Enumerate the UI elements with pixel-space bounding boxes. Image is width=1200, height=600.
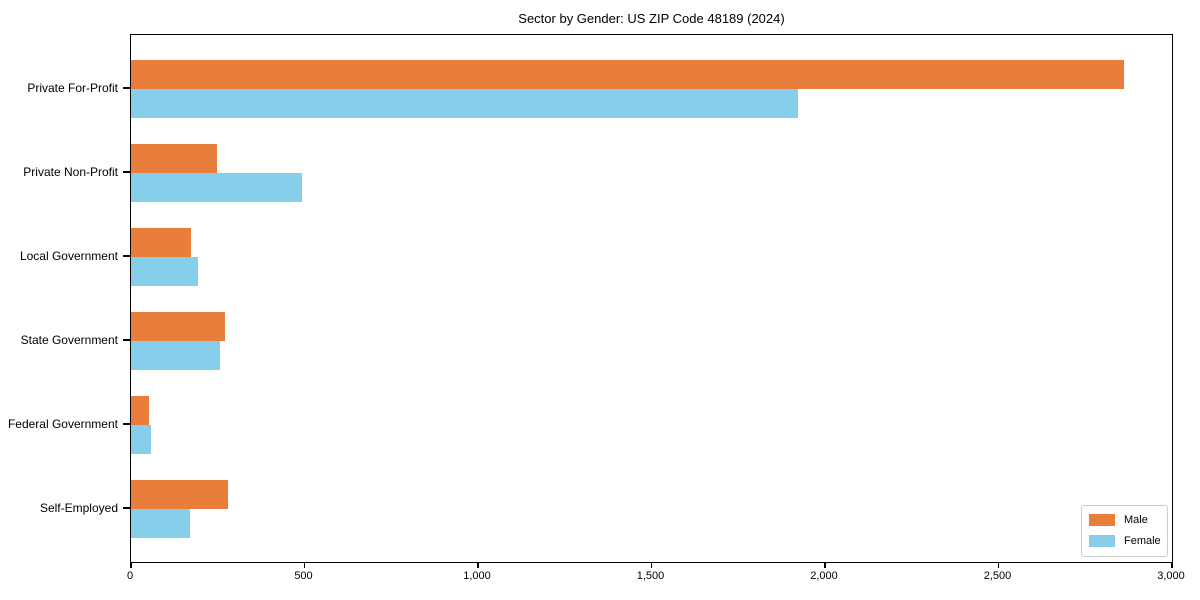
x-tick-mark — [997, 563, 999, 568]
y-tick-mark — [123, 507, 130, 509]
x-tick-label-3000: 3,000 — [1157, 570, 1185, 582]
x-tick-mark — [1171, 563, 1173, 568]
bar-female-state-government — [131, 341, 220, 370]
bar-male-federal-government — [131, 396, 149, 425]
legend: Male Female — [1081, 505, 1168, 557]
legend-entry-male: Male — [1089, 512, 1159, 528]
x-tick-label-1000: 1,000 — [463, 570, 491, 582]
y-axis-label-state-government: State Government — [20, 333, 118, 347]
bar-male-private-for-profit — [131, 60, 1124, 89]
y-axis-label-private-non-profit: Private Non-Profit — [23, 165, 118, 179]
y-axis-label-self-employed: Self-Employed — [39, 501, 118, 515]
y-axis-label-private-for-profit: Private For-Profit — [27, 81, 118, 95]
bar-female-local-government — [131, 257, 198, 286]
legend-label-female: Female — [1124, 535, 1161, 547]
plot-area — [130, 34, 1173, 563]
bar-male-self-employed — [131, 480, 228, 509]
legend-label-male: Male — [1124, 514, 1148, 526]
bar-female-self-employed — [131, 509, 190, 538]
x-tick-mark — [303, 563, 305, 568]
y-tick-mark — [123, 339, 130, 341]
bar-male-local-government — [131, 228, 191, 257]
x-tick-mark — [824, 563, 826, 568]
x-tick-label-1500: 1,500 — [636, 570, 665, 582]
x-tick-label-0: 0 — [126, 570, 134, 582]
y-tick-mark — [123, 87, 130, 89]
y-tick-mark — [123, 255, 130, 257]
y-axis-label-federal-government: Federal Government — [7, 417, 118, 431]
x-tick-label-2000: 2,000 — [810, 570, 838, 582]
male-swatch-icon — [1089, 514, 1115, 526]
female-swatch-icon — [1089, 535, 1115, 547]
x-tick-label-500: 500 — [294, 570, 313, 582]
y-tick-mark — [123, 423, 130, 425]
y-tick-mark — [123, 171, 130, 173]
bar-male-private-non-profit — [131, 144, 217, 173]
bar-female-private-for-profit — [131, 89, 798, 118]
legend-entry-female: Female — [1089, 533, 1161, 549]
bar-male-state-government — [131, 312, 225, 341]
y-axis-label-local-government: Local Government — [19, 249, 118, 263]
bar-female-private-non-profit — [131, 173, 302, 202]
x-tick-label-2500: 2,500 — [983, 570, 1012, 582]
x-tick-mark — [130, 563, 132, 568]
chart-title: Sector by Gender: US ZIP Code 48189 (202… — [518, 11, 785, 26]
x-tick-mark — [477, 563, 479, 568]
bar-female-federal-government — [131, 425, 151, 454]
x-tick-mark — [650, 563, 652, 568]
